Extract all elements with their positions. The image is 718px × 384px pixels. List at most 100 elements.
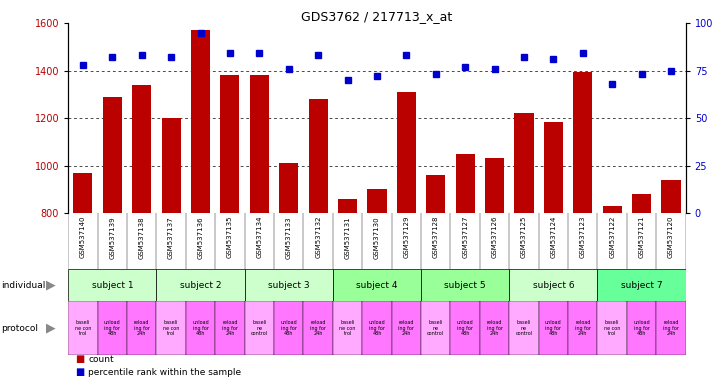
Text: baseli
ne con
trol: baseli ne con trol [604,320,620,336]
Text: GSM537134: GSM537134 [256,216,262,258]
Bar [597,301,627,355]
Text: unload
ing for
48h: unload ing for 48h [280,320,297,336]
Text: GDS3762 / 217713_x_at: GDS3762 / 217713_x_at [302,10,452,23]
Bar [421,301,450,355]
Text: subject 2: subject 2 [180,281,221,290]
Bar [509,269,597,301]
Bar [602,206,622,213]
Bar [514,113,533,213]
Text: protocol: protocol [1,324,39,333]
Text: reload
ing for
24h: reload ing for 24h [134,320,150,336]
Text: ■: ■ [75,354,85,364]
Bar [132,85,151,213]
Text: GSM537130: GSM537130 [374,216,380,258]
Bar [245,269,333,301]
Bar [597,269,686,301]
Text: ▶: ▶ [47,279,56,291]
Bar [480,301,509,355]
Bar [157,269,245,301]
Bar [368,189,386,213]
Text: ▶: ▶ [47,322,56,335]
Bar [186,301,215,355]
Text: baseli
ne
control: baseli ne control [516,320,533,336]
Bar [333,269,421,301]
Bar [426,175,445,213]
Text: GSM537132: GSM537132 [315,216,321,258]
Bar [103,97,122,213]
Text: baseli
ne con
trol: baseli ne con trol [340,320,355,336]
Bar [656,301,686,355]
Bar [162,118,181,213]
Bar [245,301,274,355]
Bar [68,301,98,355]
Text: GSM537128: GSM537128 [433,216,439,258]
Text: GSM537121: GSM537121 [638,216,645,258]
Bar [391,301,421,355]
Bar [627,301,656,355]
Text: subject 5: subject 5 [444,281,486,290]
Bar [538,301,568,355]
Text: reload
ing for
24h: reload ing for 24h [310,320,326,336]
Bar [215,301,245,355]
Bar [127,301,157,355]
Text: baseli
ne con
trol: baseli ne con trol [75,320,91,336]
Bar [661,180,681,213]
Text: GSM537127: GSM537127 [462,216,468,258]
Bar [68,269,157,301]
Bar [338,199,357,213]
Text: subject 7: subject 7 [621,281,663,290]
Bar [309,99,327,213]
Text: reload
ing for
24h: reload ing for 24h [487,320,503,336]
Text: GSM537125: GSM537125 [521,216,527,258]
Bar [573,72,592,213]
Text: GSM537138: GSM537138 [139,216,145,258]
Text: GSM537120: GSM537120 [668,216,674,258]
Text: reload
ing for
24h: reload ing for 24h [398,320,414,336]
Bar [544,122,563,213]
Text: count: count [88,354,114,364]
Text: individual: individual [1,281,46,290]
Bar [304,301,333,355]
Text: unload
ing for
48h: unload ing for 48h [633,320,650,336]
Bar [274,301,304,355]
Text: subject 6: subject 6 [533,281,574,290]
Bar [73,173,93,213]
Text: GSM537135: GSM537135 [227,216,233,258]
Text: unload
ing for
48h: unload ing for 48h [545,320,561,336]
Text: GSM537124: GSM537124 [551,216,556,258]
Text: GSM537131: GSM537131 [345,216,350,258]
Text: percentile rank within the sample: percentile rank within the sample [88,368,241,377]
Text: GSM537133: GSM537133 [286,216,292,258]
Bar [632,194,651,213]
Bar [333,301,363,355]
Text: baseli
ne con
trol: baseli ne con trol [163,320,180,336]
Bar [421,269,509,301]
Text: unload
ing for
48h: unload ing for 48h [368,320,386,336]
Text: baseli
ne
control: baseli ne control [251,320,268,336]
Bar [250,75,269,213]
Text: GSM537136: GSM537136 [197,216,203,258]
Text: reload
ing for
24h: reload ing for 24h [663,320,679,336]
Bar [98,301,127,355]
Text: unload
ing for
48h: unload ing for 48h [457,320,474,336]
Text: GSM537122: GSM537122 [609,216,615,258]
Text: unload
ing for
48h: unload ing for 48h [104,320,121,336]
Text: GSM537129: GSM537129 [404,216,409,258]
Bar [485,159,504,213]
Bar [450,301,480,355]
Text: GSM537137: GSM537137 [168,216,174,258]
Bar [363,301,391,355]
Bar [568,301,597,355]
Text: subject 1: subject 1 [91,281,133,290]
Text: subject 4: subject 4 [356,281,398,290]
Bar [509,301,538,355]
Text: GSM537123: GSM537123 [579,216,586,258]
Text: baseli
ne
control: baseli ne control [427,320,444,336]
Text: reload
ing for
24h: reload ing for 24h [222,320,238,336]
Text: unload
ing for
48h: unload ing for 48h [192,320,209,336]
Bar [279,163,298,213]
Text: GSM537140: GSM537140 [80,216,86,258]
Text: ■: ■ [75,367,85,377]
Bar [220,75,240,213]
Text: reload
ing for
24h: reload ing for 24h [575,320,591,336]
